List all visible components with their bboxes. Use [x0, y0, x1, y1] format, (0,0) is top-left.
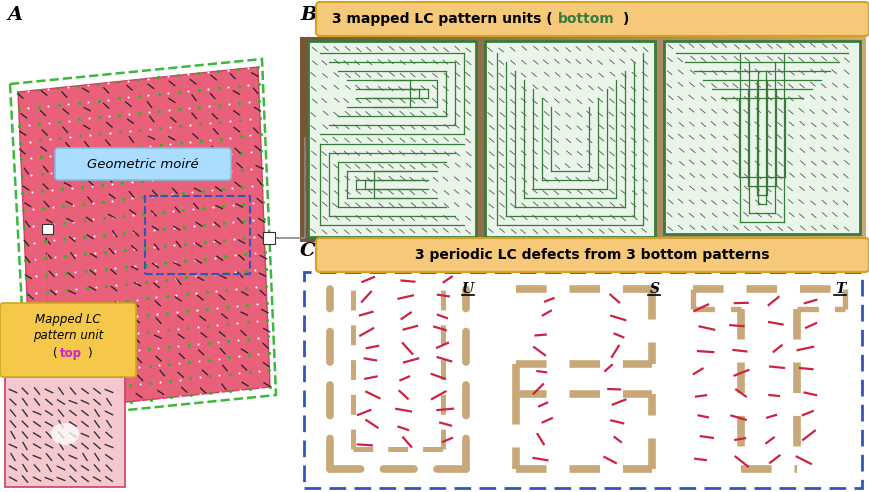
Text: top: top	[60, 346, 82, 360]
Bar	[544, 37, 554, 242]
Bar	[591, 37, 601, 242]
Text: Geometric moiré: Geometric moiré	[87, 157, 199, 171]
Text: U: U	[461, 282, 474, 296]
Bar	[366, 37, 376, 242]
Bar	[450, 37, 461, 242]
Bar	[647, 37, 658, 242]
Bar	[694, 37, 705, 242]
Bar	[309, 37, 320, 242]
Bar	[610, 37, 620, 242]
Bar	[760, 37, 771, 242]
Bar	[779, 37, 790, 242]
FancyBboxPatch shape	[315, 2, 868, 36]
Bar	[723, 37, 733, 242]
Bar	[629, 37, 640, 242]
Bar	[836, 37, 846, 242]
Bar	[789, 37, 799, 242]
Bar	[328, 37, 338, 242]
Bar	[488, 37, 498, 242]
Bar	[441, 37, 451, 242]
FancyBboxPatch shape	[315, 238, 868, 272]
FancyBboxPatch shape	[0, 303, 136, 377]
Text: ): )	[622, 12, 628, 26]
Bar	[704, 37, 714, 242]
Text: T: T	[834, 282, 845, 296]
Bar	[846, 37, 856, 242]
Text: C: C	[300, 242, 315, 260]
Bar	[663, 41, 859, 234]
Bar	[300, 37, 310, 242]
Bar	[526, 37, 536, 242]
Bar	[5, 377, 125, 487]
Ellipse shape	[51, 423, 79, 445]
Bar	[308, 41, 475, 237]
Bar	[713, 37, 724, 242]
Bar	[826, 37, 837, 242]
Bar	[262, 232, 275, 244]
Text: A: A	[8, 6, 23, 24]
Text: S: S	[649, 282, 660, 296]
Bar	[375, 37, 385, 242]
Text: B: B	[300, 6, 316, 24]
Bar	[431, 37, 441, 242]
Bar	[563, 37, 574, 242]
Bar	[807, 37, 818, 242]
Bar	[620, 37, 630, 242]
Bar	[394, 37, 404, 242]
Bar	[582, 37, 593, 242]
Bar	[478, 37, 488, 242]
Polygon shape	[18, 67, 269, 412]
Bar	[686, 37, 696, 242]
Bar	[817, 37, 827, 242]
Bar	[337, 37, 348, 242]
Bar	[413, 37, 423, 242]
Bar	[507, 37, 517, 242]
Bar	[733, 37, 743, 242]
Bar	[751, 37, 761, 242]
Text: 3 periodic LC defects from 3 bottom patterns: 3 periodic LC defects from 3 bottom patt…	[415, 248, 769, 262]
Bar	[742, 37, 753, 242]
Bar	[516, 37, 527, 242]
Bar	[497, 37, 507, 242]
Bar	[676, 37, 687, 242]
Bar	[384, 37, 395, 242]
Text: ): )	[87, 346, 91, 360]
Bar	[798, 37, 808, 242]
Bar	[600, 37, 611, 242]
Bar	[347, 37, 357, 242]
FancyBboxPatch shape	[55, 148, 231, 180]
Bar	[422, 37, 433, 242]
Bar	[854, 37, 865, 242]
Bar	[770, 37, 780, 242]
Bar	[356, 37, 367, 242]
Bar	[667, 37, 677, 242]
Bar	[469, 37, 480, 242]
Bar	[145, 196, 249, 274]
Bar	[657, 37, 667, 242]
Bar	[42, 224, 53, 234]
Text: bottom: bottom	[557, 12, 614, 26]
Bar	[573, 37, 583, 242]
Text: Mapped LC: Mapped LC	[35, 313, 101, 327]
Bar	[403, 37, 414, 242]
Text: (: (	[53, 346, 57, 360]
Bar	[484, 41, 654, 237]
Bar	[303, 272, 861, 488]
Bar	[554, 37, 564, 242]
Bar	[638, 37, 648, 242]
Text: 3 mapped LC pattern units (: 3 mapped LC pattern units (	[331, 12, 552, 26]
Text: pattern unit: pattern unit	[33, 329, 103, 341]
Bar	[534, 37, 545, 242]
Bar	[460, 37, 470, 242]
Bar	[318, 37, 328, 242]
